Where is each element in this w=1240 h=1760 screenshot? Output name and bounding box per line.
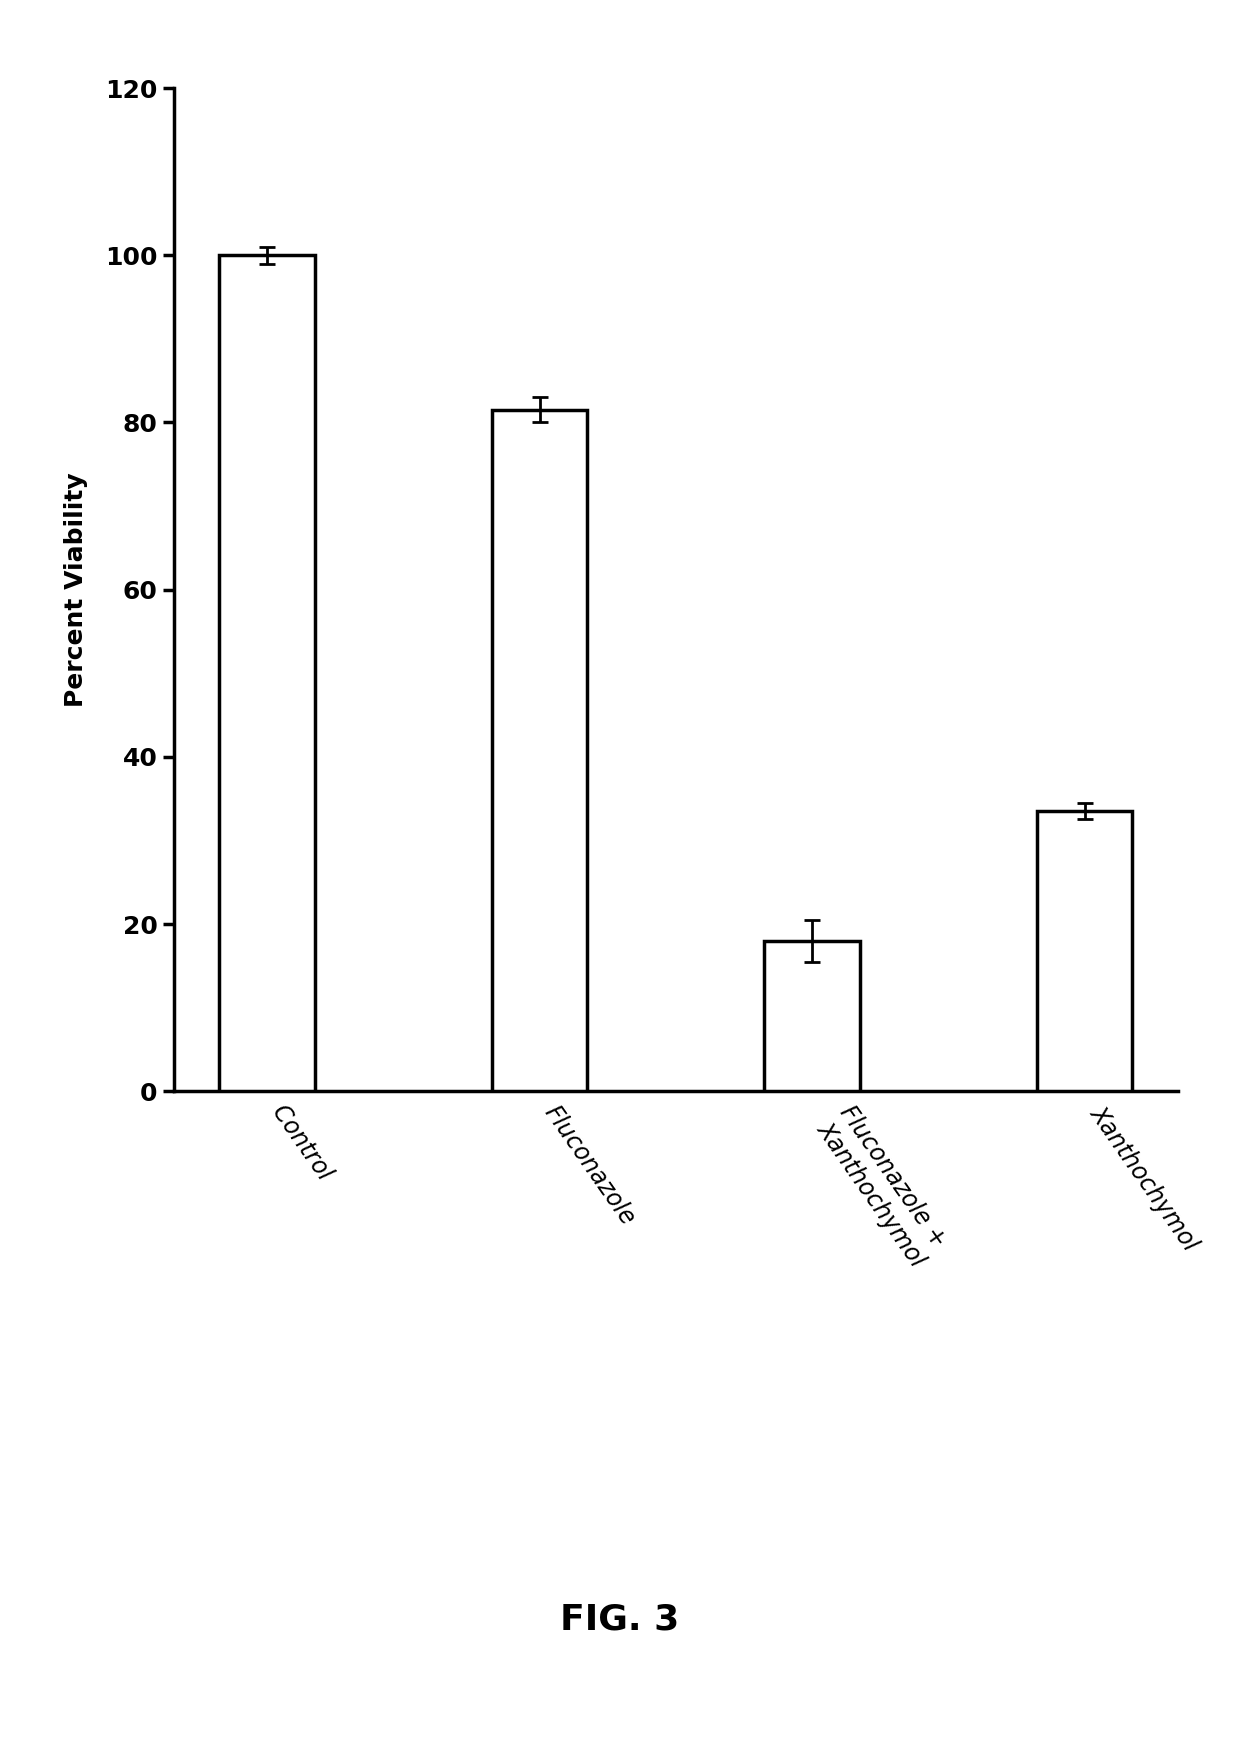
Text: FIG. 3: FIG. 3: [560, 1602, 680, 1637]
Bar: [764, 940, 859, 1091]
Bar: [1037, 811, 1132, 1091]
Bar: [492, 410, 588, 1091]
Bar: [219, 255, 315, 1091]
Y-axis label: Percent Viability: Percent Viability: [64, 472, 88, 708]
